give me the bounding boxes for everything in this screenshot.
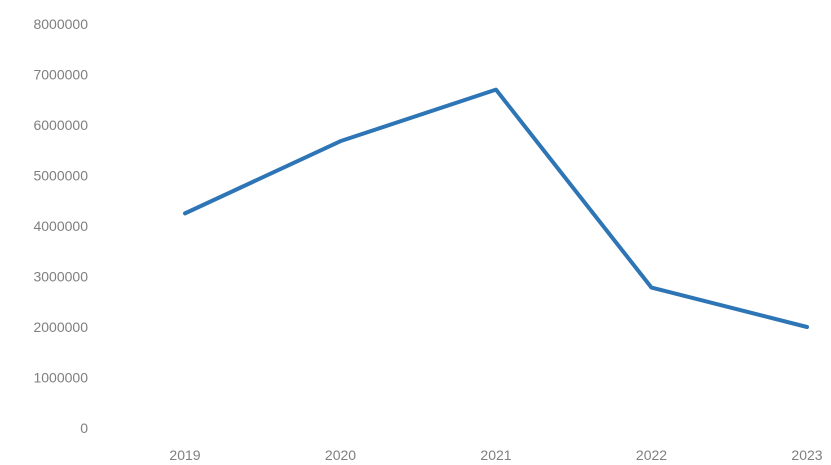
x-tick-label: 2019 bbox=[169, 447, 200, 463]
x-axis: 2019 2020 2021 2022 2023 bbox=[169, 447, 822, 463]
x-tick-label: 2023 bbox=[791, 447, 822, 463]
y-tick-label: 4000000 bbox=[33, 218, 88, 234]
x-tick-label: 2022 bbox=[636, 447, 667, 463]
y-tick-label: 1000000 bbox=[33, 370, 88, 386]
y-tick-label: 2000000 bbox=[33, 319, 88, 335]
y-tick-label: 5000000 bbox=[33, 168, 88, 184]
y-tick-label: 8000000 bbox=[33, 16, 88, 32]
series-line bbox=[183, 87, 809, 329]
y-tick-label: 0 bbox=[80, 420, 88, 436]
y-tick-label: 3000000 bbox=[33, 269, 88, 285]
y-axis: 0 1000000 2000000 3000000 4000000 5000000 6000… bbox=[33, 16, 88, 436]
y-tick-label: 7000000 bbox=[33, 67, 88, 83]
series-group bbox=[183, 87, 809, 329]
y-tick-label: 6000000 bbox=[33, 117, 88, 133]
x-tick-label: 2021 bbox=[480, 447, 511, 463]
x-tick-label: 2020 bbox=[325, 447, 356, 463]
